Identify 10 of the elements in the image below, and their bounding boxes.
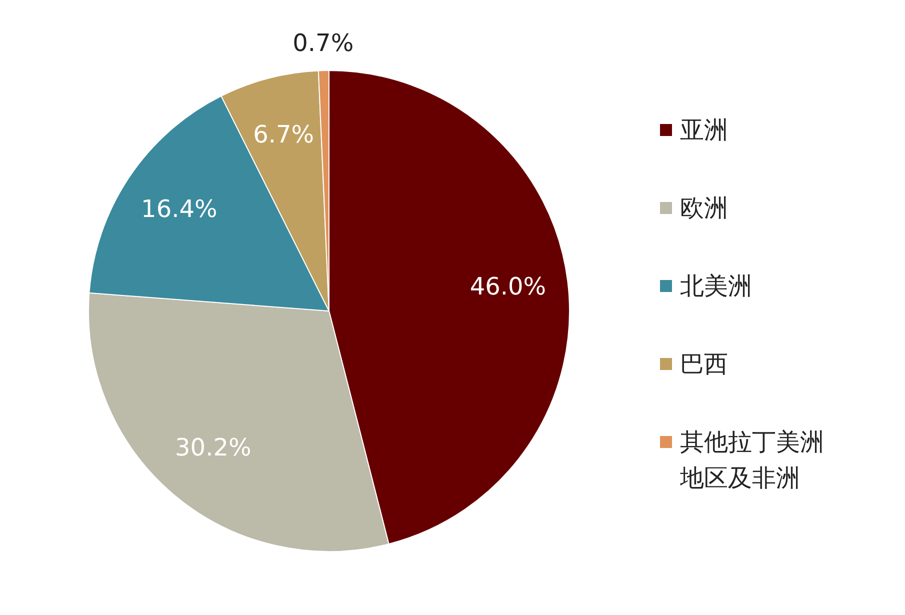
legend-label: 巴西	[680, 349, 729, 380]
data-label: 0.7%	[292, 28, 354, 57]
data-label: 16.4%	[141, 194, 218, 223]
legend-label: 北美洲	[680, 271, 753, 302]
legend-label: 欧洲	[680, 193, 729, 224]
data-label: 30.2%	[175, 433, 252, 462]
data-label: 6.7%	[253, 120, 314, 149]
legend-label: 其他拉丁美洲地区及非洲	[680, 427, 825, 494]
data-label: 46.0%	[470, 272, 546, 301]
legend-label: 亚洲	[680, 115, 729, 146]
